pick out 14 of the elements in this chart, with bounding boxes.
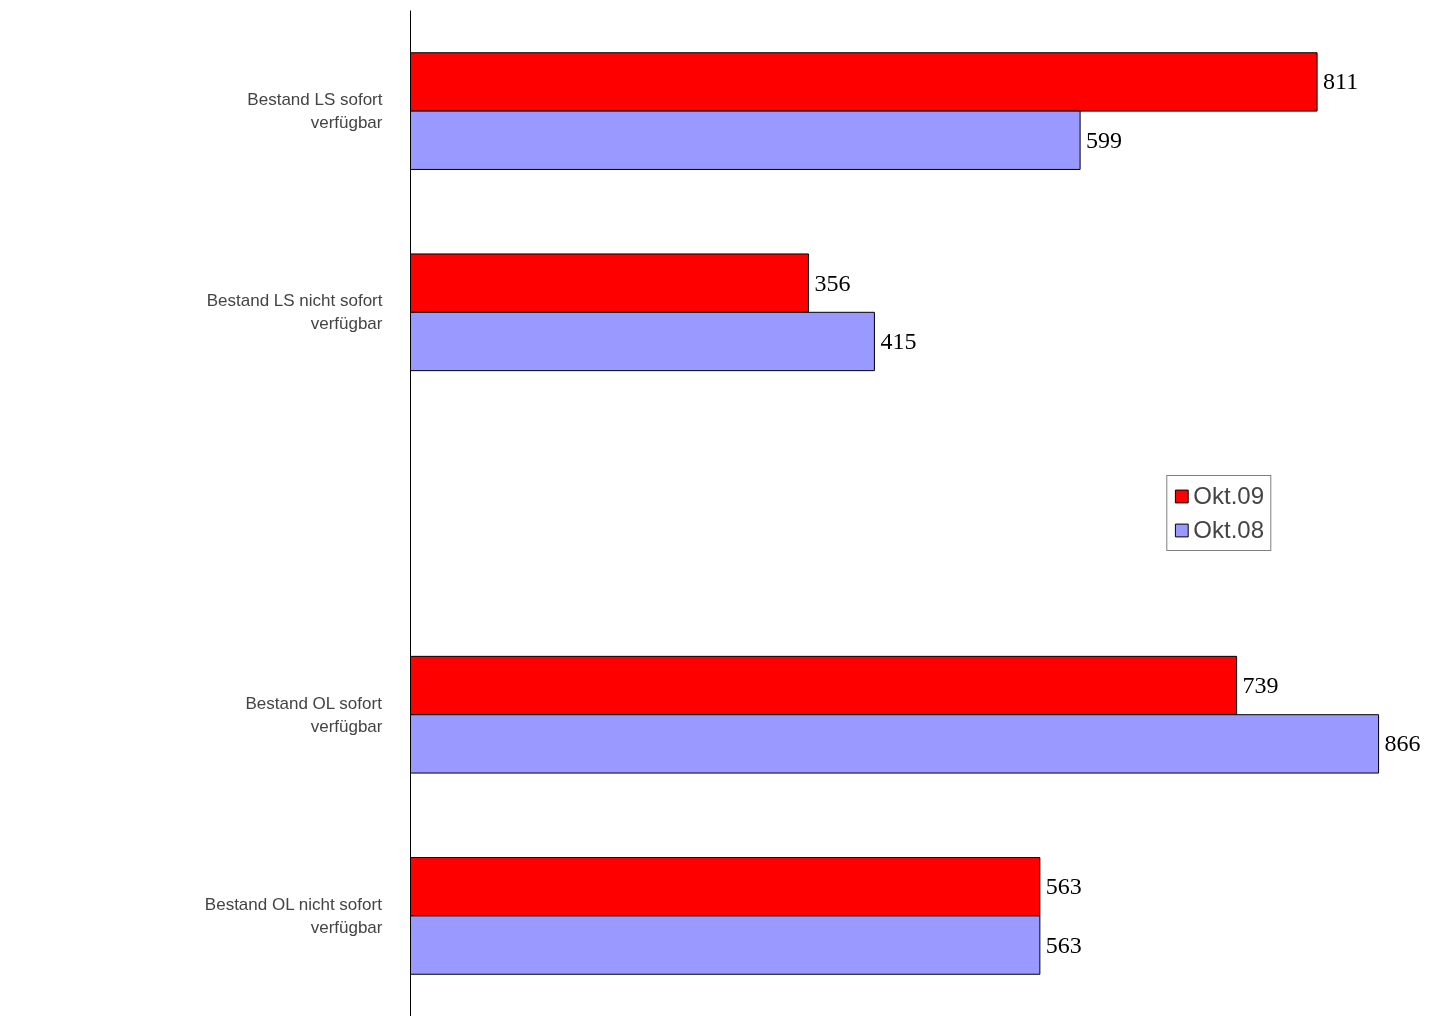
legend-label: Okt.08 bbox=[1193, 516, 1264, 544]
y-tick-label: Bestand OL nicht sofort verfügbar bbox=[204, 895, 383, 937]
data-label: 739 bbox=[1242, 672, 1279, 699]
y-tick-label: Bestand LS sofort verfügbar bbox=[247, 90, 383, 132]
data-label: 563 bbox=[1045, 931, 1082, 958]
y-tick-label: Bestand LS nicht sofort verfügbar bbox=[206, 291, 383, 334]
data-label: 599 bbox=[1086, 126, 1123, 153]
legend-label: Okt.09 bbox=[1193, 482, 1264, 510]
data-label: 356 bbox=[814, 269, 851, 296]
data-label: 811 bbox=[1323, 68, 1359, 95]
data-label: 415 bbox=[880, 327, 917, 354]
data-label: 866 bbox=[1384, 730, 1421, 757]
y-tick-label: Bestand OL sofort verfügbar bbox=[245, 693, 383, 736]
data-label: 563 bbox=[1045, 873, 1082, 900]
